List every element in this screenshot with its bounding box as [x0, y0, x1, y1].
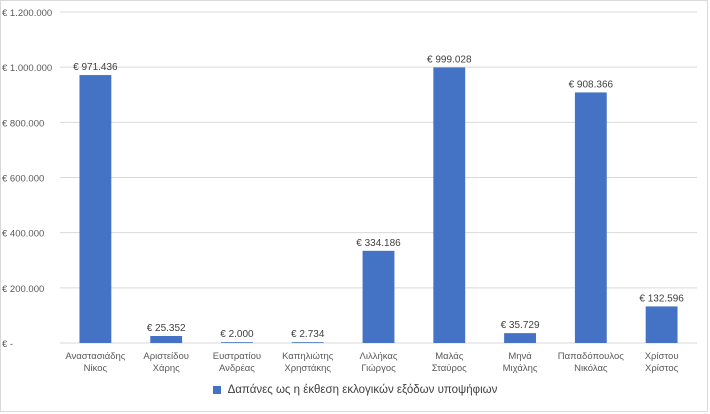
data-label: € 999.028 — [427, 54, 472, 65]
x-tick-label: Αναστασιάδης — [65, 351, 125, 362]
x-tick-label: Γιώργος — [361, 363, 396, 374]
x-tick-label: Μηνά — [508, 351, 532, 362]
bar — [362, 250, 395, 343]
bar — [645, 306, 678, 343]
y-tick-label: € 800.000 — [2, 118, 44, 129]
bar — [150, 336, 183, 343]
legend-label: Δαπάνες ως η έκθεση εκλογικών εξόδων υπο… — [227, 384, 498, 396]
data-label: € 35.729 — [501, 320, 540, 331]
bar — [574, 92, 607, 343]
x-tick-label: Χάρης — [153, 363, 181, 374]
x-tick-label: Παπαδόπουλος — [558, 351, 624, 362]
bar — [221, 342, 253, 343]
data-label: € 2.000 — [220, 329, 254, 340]
y-tick-label: € 200.000 — [2, 284, 44, 295]
x-tick-label: Μαλάς — [435, 351, 464, 362]
y-tick-label: € 400.000 — [2, 229, 44, 240]
data-label: € 2.734 — [291, 329, 325, 340]
y-tick-label: € 1.000.000 — [2, 63, 52, 74]
x-tick-label: Χρηστάκης — [284, 363, 331, 374]
bar — [433, 67, 466, 343]
data-label: € 971.436 — [73, 62, 118, 73]
bar — [504, 333, 536, 343]
x-tick-label: Ανδρέας — [219, 363, 255, 374]
bar — [79, 75, 112, 344]
data-label: € 132.596 — [639, 293, 684, 304]
x-tick-label: Χρίστου — [645, 351, 679, 362]
data-label: € 908.366 — [569, 79, 614, 90]
bar — [291, 342, 324, 343]
legend-swatch — [212, 386, 221, 394]
y-tick-label: € - — [2, 339, 13, 350]
y-tick-label: € 600.000 — [2, 174, 44, 185]
x-tick-label: Μιχάλης — [503, 363, 538, 374]
x-tick-label: Σταύρος — [432, 363, 467, 374]
x-tick-label: Αριστείδου — [143, 351, 189, 362]
x-tick-label: Νικόλας — [574, 363, 608, 374]
legend: Δαπάνες ως η έκθεση εκλογικών εξόδων υπο… — [0, 384, 710, 396]
x-tick-label: Ευστρατίου — [213, 351, 261, 362]
y-tick-label: € 1.200.000 — [2, 8, 52, 19]
x-tick-label: Χρίστος — [645, 363, 679, 374]
x-tick-label: Καπηλιώτης — [282, 351, 334, 362]
x-tick-label: Νίκος — [84, 363, 108, 374]
x-tick-label: Λιλλήκας — [360, 351, 398, 362]
data-label: € 25.352 — [147, 323, 186, 334]
data-label: € 334.186 — [356, 238, 401, 249]
